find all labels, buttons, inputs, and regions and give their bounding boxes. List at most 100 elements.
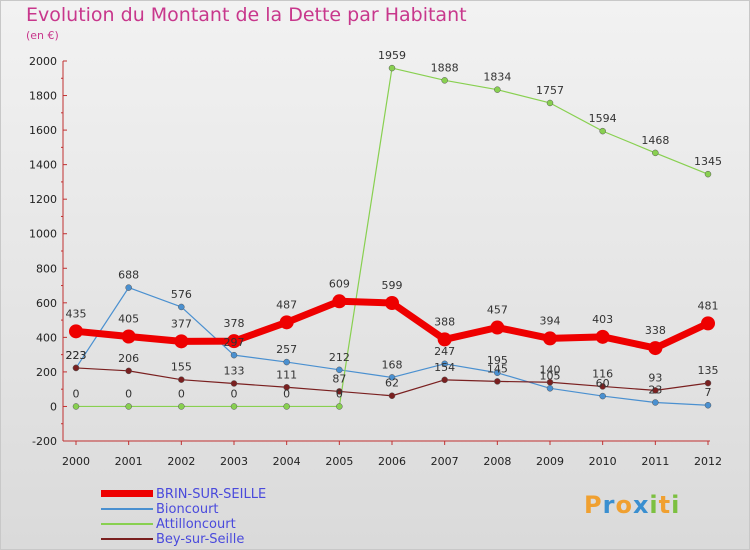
data-label-bioncourt: 297 [224, 336, 245, 349]
x-tick-label: 2001 [115, 455, 143, 468]
data-point-attilloncourt [546, 99, 554, 107]
data-label-brin-sur-seille: 487 [276, 298, 297, 311]
data-point-attilloncourt [599, 127, 606, 135]
data-point-attilloncourt [441, 77, 448, 84]
data-label-bey-sur-seille: 140 [540, 363, 561, 376]
data-point-bey-sur-seille [599, 383, 606, 390]
logo-letter: x [632, 491, 650, 519]
data-point-bey-sur-seille [704, 379, 712, 387]
data-point-attilloncourt [652, 149, 659, 157]
logo-letter: o [615, 491, 633, 519]
unit-label: (en €) [26, 29, 59, 42]
data-point-bioncourt [178, 303, 185, 311]
data-label-bioncourt: 105 [540, 369, 561, 382]
data-label-attilloncourt: 1959 [378, 49, 406, 62]
data-label-attilloncourt: 0 [231, 387, 238, 400]
data-point-bey-sur-seille [230, 380, 238, 387]
legend-swatch [101, 490, 153, 497]
data-point-bey-sur-seille [283, 384, 290, 391]
data-label-bey-sur-seille: 206 [118, 352, 139, 365]
logo-letter: i [649, 491, 659, 519]
data-point-brin-sur-seille [174, 334, 189, 349]
x-tick-label: 2006 [378, 455, 406, 468]
data-label-bey-sur-seille: 155 [171, 361, 192, 374]
data-point-bioncourt [546, 385, 554, 392]
data-point-bey-sur-seille [652, 387, 659, 394]
legend-swatch [101, 508, 153, 510]
data-point-bey-sur-seille [125, 367, 132, 375]
data-point-brin-sur-seille [385, 295, 399, 310]
legend-label: BRIN-SUR-SEILLE [156, 487, 267, 502]
data-label-bey-sur-seille: 135 [698, 364, 719, 377]
x-tick-label: 2003 [220, 455, 248, 468]
data-label-bey-sur-seille: 133 [224, 364, 245, 377]
legend-label: Bioncourt [156, 502, 219, 517]
logo-letter: t [658, 491, 672, 519]
data-point-brin-sur-seille [543, 331, 557, 346]
data-label-brin-sur-seille: 378 [224, 317, 245, 330]
data-label-brin-sur-seille: 338 [645, 324, 666, 337]
x-tick-label: 2008 [483, 455, 511, 468]
y-tick-label: 200 [36, 366, 57, 379]
legend-swatch [101, 538, 153, 540]
data-label-bioncourt: 168 [382, 358, 403, 371]
data-label-bioncourt: 23 [648, 383, 662, 396]
data-point-bioncourt [283, 358, 290, 366]
legend-label: Attilloncourt [156, 517, 236, 532]
data-point-bey-sur-seille [72, 364, 80, 372]
data-label-bioncourt: 223 [66, 349, 87, 362]
data-point-attilloncourt [178, 403, 185, 410]
data-point-attilloncourt [125, 403, 132, 410]
x-tick-label: 2004 [273, 455, 301, 468]
legend-item: Bioncourt [101, 502, 401, 517]
data-label-bioncourt: 212 [329, 351, 350, 364]
data-point-brin-sur-seille [595, 329, 610, 344]
data-label-bioncourt: 257 [276, 343, 297, 356]
logo-letter: r [602, 491, 616, 519]
data-point-brin-sur-seille [227, 334, 241, 349]
data-point-attilloncourt [230, 403, 238, 410]
x-tick-label: 2009 [536, 455, 564, 468]
data-point-brin-sur-seille [648, 341, 663, 356]
data-point-bey-sur-seille [178, 376, 185, 383]
data-label-brin-sur-seille: 599 [382, 279, 403, 292]
data-point-bey-sur-seille [388, 392, 396, 399]
data-point-bioncourt [704, 401, 712, 409]
y-tick-label: 800 [36, 262, 57, 275]
legend-label: Bey-sur-Seille [156, 532, 245, 547]
data-point-brin-sur-seille [437, 332, 452, 347]
data-point-attilloncourt [704, 170, 712, 178]
proxiti-logo: Proxiti [584, 491, 680, 519]
data-label-attilloncourt: 1757 [536, 84, 564, 97]
data-point-brin-sur-seille [279, 315, 294, 330]
legend: BRIN-SUR-SEILLE Bioncourt Attilloncourt Bey… [101, 487, 401, 547]
data-label-attilloncourt: 0 [125, 387, 132, 400]
data-label-brin-sur-seille: 481 [698, 299, 719, 312]
data-label-attilloncourt: 0 [336, 387, 343, 400]
data-label-attilloncourt: 0 [283, 387, 290, 400]
x-tick-label: 2011 [641, 455, 669, 468]
data-label-attilloncourt: 1834 [483, 71, 511, 84]
data-label-brin-sur-seille: 435 [66, 307, 87, 320]
data-label-bey-sur-seille: 111 [276, 368, 297, 381]
data-label-bey-sur-seille: 145 [487, 362, 508, 375]
data-label-bioncourt: 688 [118, 269, 139, 282]
data-label-bioncourt: 576 [171, 288, 192, 301]
y-tick-label: 2000 [29, 55, 57, 68]
data-point-brin-sur-seille [121, 329, 136, 344]
legend-item: Attilloncourt [101, 517, 401, 532]
y-tick-label: 1400 [29, 159, 57, 172]
data-label-bey-sur-seille: 116 [592, 367, 613, 380]
data-label-attilloncourt: 0 [178, 387, 185, 400]
data-label-attilloncourt: 1345 [694, 155, 722, 168]
data-point-brin-sur-seille [332, 294, 347, 309]
y-tick-label: -200 [32, 435, 57, 448]
data-point-attilloncourt [72, 403, 80, 410]
data-label-bioncourt: 7 [705, 386, 712, 399]
data-point-attilloncourt [388, 64, 396, 72]
x-tick-label: 2012 [694, 455, 722, 468]
data-label-attilloncourt: 0 [73, 387, 80, 400]
y-tick-label: 0 [50, 400, 57, 413]
y-tick-label: 1600 [29, 124, 57, 137]
